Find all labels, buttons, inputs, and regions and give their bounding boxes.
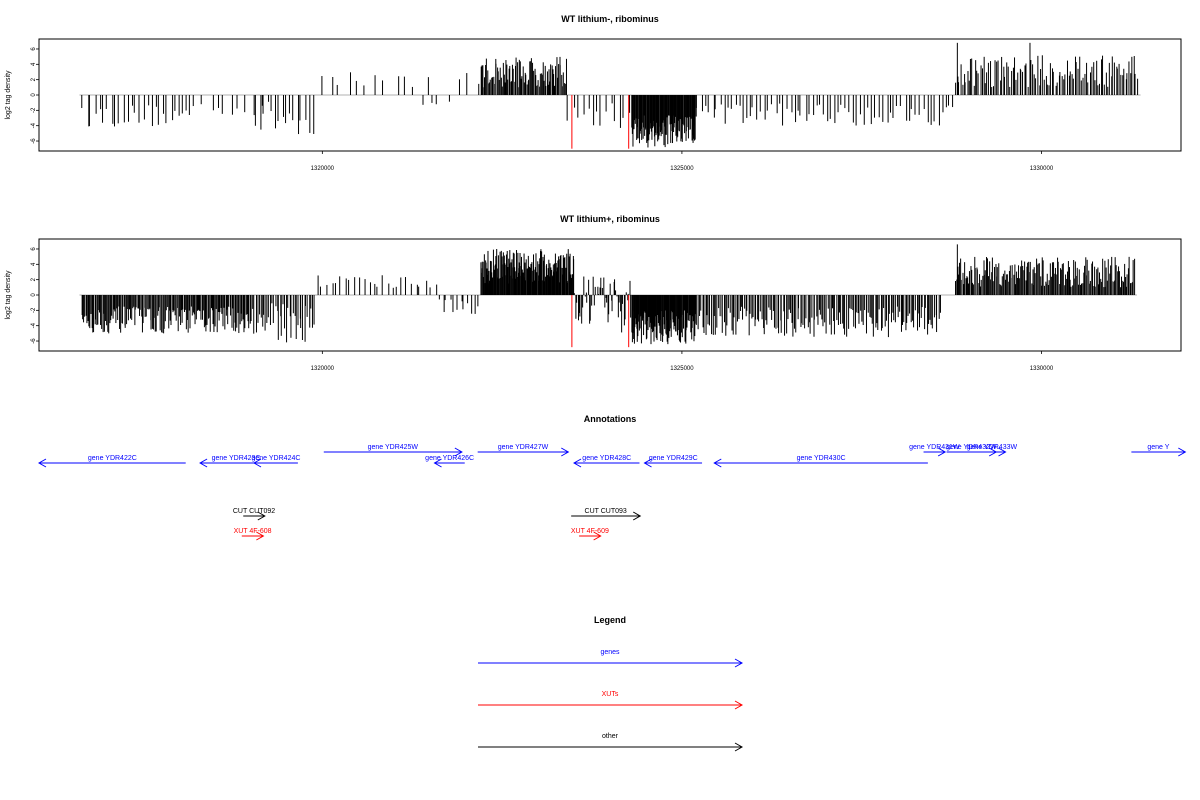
feature-arrow-head <box>643 458 652 468</box>
feature-arrow-head <box>593 531 602 541</box>
feature-label: XUT 4F-609 <box>571 528 609 535</box>
legend-arrow-head <box>734 700 744 710</box>
y-tick-label: -6 <box>31 338 37 344</box>
y-tick-label: 2 <box>31 77 37 81</box>
x-tick-label: 1330000 <box>1030 166 1054 172</box>
y-axis-label: log2 tag density <box>5 270 12 320</box>
legend-label: XUTs <box>602 691 619 698</box>
feature-arrow-head <box>454 447 463 457</box>
feature-arrow-head <box>632 511 642 521</box>
feature-arrow-head <box>573 458 582 468</box>
legend-label: other <box>602 733 619 740</box>
feature-label: XUT 4F-608 <box>234 528 272 535</box>
feature-label: gene Y <box>1147 444 1169 451</box>
feature-label: gene YDR427W <box>498 444 549 451</box>
y-tick-label: 0 <box>31 293 37 297</box>
y-tick-label: -4 <box>31 122 37 128</box>
y-tick-label: 2 <box>31 277 37 281</box>
y-tick-label: 6 <box>31 247 37 251</box>
annotations-title: Annotations <box>584 414 637 424</box>
feature-arrow-head <box>998 447 1007 457</box>
y-tick-label: -2 <box>31 307 37 313</box>
y-tick-label: 0 <box>31 93 37 97</box>
feature-arrow-head <box>433 458 442 468</box>
legend-title: Legend <box>594 615 626 625</box>
x-tick-label: 1330000 <box>1030 366 1054 372</box>
y-tick-label: -6 <box>31 138 37 144</box>
feature-arrow-head <box>561 447 570 457</box>
y-axis-label: log2 tag density <box>5 70 12 120</box>
x-tick-label: 1325000 <box>670 166 694 172</box>
feature-label: CUT CUT092 <box>233 508 275 515</box>
y-tick-label: 4 <box>31 62 37 66</box>
feature-label: gene YDR424C <box>252 455 301 462</box>
feature-label: gene YDR425W <box>368 444 419 451</box>
feature-label: gene YDR429C <box>649 455 698 462</box>
feature-arrow-head <box>253 458 262 468</box>
feature-label: gene YDR426C <box>425 455 474 462</box>
y-tick-label: 6 <box>31 47 37 51</box>
y-tick-label: -4 <box>31 322 37 328</box>
feature-arrow-head <box>257 511 266 521</box>
feature-label: gene YDR430C <box>797 455 846 462</box>
feature-label: CUT CUT093 <box>585 508 627 515</box>
feature-label: gene YDR431W <box>909 444 960 451</box>
feature-arrow-head <box>256 531 265 541</box>
x-tick-label: 1325000 <box>670 366 694 372</box>
feature-arrow-head <box>199 458 208 468</box>
legend-arrow-head <box>734 658 744 668</box>
feature-arrow-head <box>37 458 47 468</box>
feature-label: gene YDR432W <box>946 444 997 451</box>
x-tick-label: 1320000 <box>311 166 335 172</box>
x-tick-label: 1320000 <box>311 366 335 372</box>
legend-arrow-head <box>734 742 744 752</box>
feature-arrow-head <box>1178 447 1187 457</box>
panel-title: WT lithium+, ribominus <box>560 214 660 224</box>
feature-arrow-head <box>713 458 722 468</box>
feature-label: gene YDR423C <box>212 455 261 462</box>
feature-arrow-head <box>937 447 947 457</box>
y-tick-label: -2 <box>31 107 37 113</box>
feature-label: gene YDR428C <box>582 455 631 462</box>
panel-title: WT lithium-, ribominus <box>561 14 659 24</box>
legend-label: genes <box>600 649 620 656</box>
y-tick-label: 4 <box>31 262 37 266</box>
feature-label: gene YDR422C <box>88 455 137 462</box>
feature-label: gene YDR433W <box>967 444 1018 451</box>
